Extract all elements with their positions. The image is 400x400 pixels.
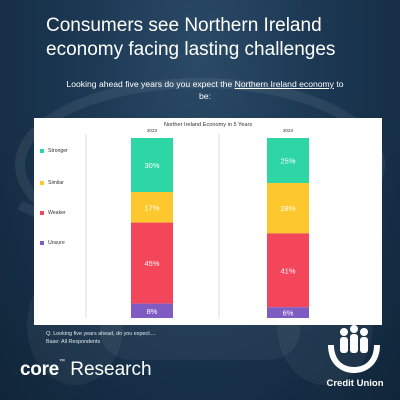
legend-swatch-weaker: [40, 211, 44, 215]
brand-trademark: ™: [58, 359, 65, 365]
bar-similar-2024: [267, 183, 309, 234]
question-text-end: to be:: [199, 79, 344, 101]
stacked-bar-chart: 2023 30% 17% 45% 8% 2024 25% 28% 41% 6%: [85, 128, 309, 318]
data-label-weaker-2023: 45%: [144, 259, 159, 268]
data-label-unsure-2023: 8%: [147, 307, 158, 316]
footnote-question: Q. Looking five years ahead, do you expe…: [46, 331, 156, 337]
legend-swatch-unsure: [40, 241, 44, 245]
data-label-similar-2023: 17%: [144, 203, 159, 212]
footnote-base: Base: All Respondents: [46, 339, 101, 345]
bar-unsure-2024: [267, 307, 309, 318]
legend-label-similar: Similar: [48, 180, 64, 186]
question-underlined-text: Northern Ireland economy: [234, 79, 334, 89]
brand-research: Research: [64, 359, 152, 380]
data-label-unsure-2024: 6%: [283, 309, 294, 318]
bar-weaker-2024: [267, 233, 309, 308]
bar-stronger-2023: [131, 138, 173, 192]
data-label-stronger-2023: 30%: [144, 161, 159, 170]
legend-item-similar: Similar: [40, 180, 64, 186]
chart-title: Norther Ireland Economy in 5 Years: [163, 122, 253, 128]
legend-item-unsure: Unsure: [40, 240, 65, 246]
bar-unsure-2023: [131, 303, 173, 318]
legend-swatch-stronger: [40, 149, 44, 153]
bar-stronger-2024: [267, 138, 309, 183]
bar-similar-2023: [131, 192, 173, 223]
legend-swatch-similar: [40, 181, 44, 185]
legend-item-weaker: Weaker: [40, 210, 66, 216]
chart-card: Norther Ireland Economy in 5 Years Stron…: [34, 118, 382, 325]
data-label-stronger-2024: 25%: [280, 157, 295, 166]
legend-label-unsure: Unsure: [48, 240, 65, 246]
question-text: Looking ahead five years do you expect t…: [66, 79, 235, 89]
credit-union-logo-text: Credit Union: [326, 378, 384, 389]
data-label-similar-2024: 28%: [280, 204, 295, 213]
credit-union-logo-icon: [328, 325, 380, 373]
x-tick-label-2024: 2024: [283, 128, 294, 133]
core-research-logo: core™ Research: [20, 359, 152, 381]
x-tick-label-2023: 2023: [147, 128, 158, 133]
legend-label-weaker: Weaker: [48, 210, 66, 216]
survey-question: Looking ahead five years do you expect t…: [60, 79, 350, 102]
bar-weaker-2023: [131, 222, 173, 304]
legend-label-stronger: Stronger: [48, 148, 68, 154]
legend-item-stronger: Stronger: [40, 148, 68, 154]
data-label-weaker-2024: 41%: [280, 266, 295, 275]
footnote: Q. Looking five years ahead, do you expe…: [46, 330, 156, 346]
page-title: Consumers see Northern Ireland economy f…: [46, 15, 336, 60]
brand-core: core: [20, 359, 59, 380]
